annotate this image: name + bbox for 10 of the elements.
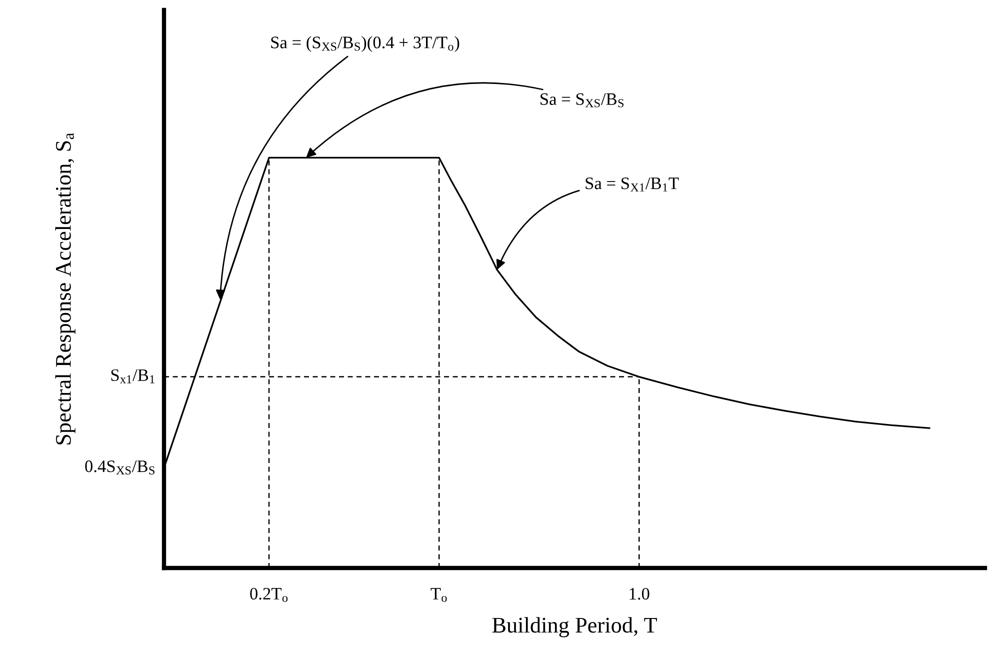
annotation: S$_{x1}$/B$_{1}$ bbox=[111, 369, 154, 384]
annotation: Sa = (S$_{XS}$/B$_{S}$)(0.4 + 3T/T$_{o}$) bbox=[271, 36, 460, 52]
x-tick-label: 0.2T$_{o}$ bbox=[250, 588, 288, 602]
annotation: Sa = S$_{X1}$/B$_{1}$T bbox=[586, 178, 679, 192]
annotation: 0.4S$_{XS}$/B$_{S}$ bbox=[85, 460, 154, 474]
x-axis-title: Building Period, T bbox=[492, 617, 657, 638]
x-tick-label: 1.0 bbox=[630, 588, 650, 600]
y-axis-title: Spectral Response Acceleration, S$_{a}$ bbox=[55, 132, 76, 444]
x-tick-label: T$_{o}$ bbox=[430, 588, 447, 602]
annotation: Sa = S$_{XS}$/B$_{S}$ bbox=[540, 93, 624, 108]
